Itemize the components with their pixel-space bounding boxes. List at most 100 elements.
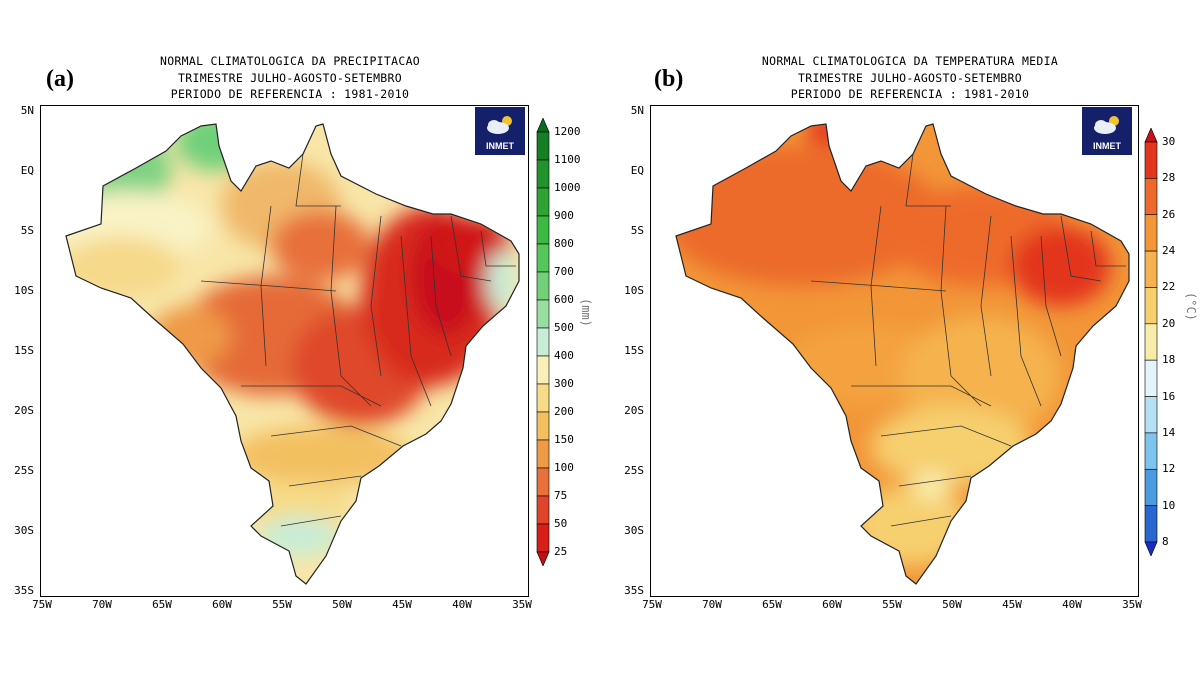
temperature-map-panel: (b) NORMAL CLIMATOLOGICA DA TEMPERATURA … [610,0,1200,675]
colorbar-label: 700 [554,265,574,278]
latitude-label: 5N [20,104,34,117]
longitude-label: 50W [942,598,962,611]
longitude-label: 75W [642,598,662,611]
colorbar-swatch [536,383,550,413]
latitude-label: 15S [14,344,34,357]
colorbar-swatch [1144,141,1158,179]
logo-text: INMET [486,141,514,151]
colorbar-label: 150 [554,433,574,446]
colorbar-unit: (mm) [579,298,593,327]
latitude-label: 5S [20,224,34,237]
latitude-label: 20S [14,404,34,417]
colorbar-label: 20 [1162,316,1176,330]
colorbar-label: 600 [554,293,574,306]
precipitation-map [65,123,520,585]
latitude-label: 15S [624,344,644,357]
colorbar-label: 14 [1162,425,1176,439]
colorbar-swatch [1144,541,1158,556]
colorbar-swatch [1144,128,1158,143]
precipitation-map-panel: (a) NORMAL CLIMATOLOGICA DA PRECIPITACAO… [14,53,593,611]
logo-text: INMET [1093,141,1121,151]
colorbar-label: 10 [1162,498,1176,512]
colorbar-label: 16 [1162,389,1176,403]
colorbar-swatch [536,187,550,217]
colorbar-swatch [1144,178,1158,216]
colorbar-swatch [536,439,550,469]
colorbar-label: 28 [1162,171,1176,185]
longitude-label: 65W [762,598,782,611]
colorbar-swatch [1144,468,1158,506]
colorbar-label: 1200 [554,125,581,138]
colorbar-label: 500 [554,321,574,334]
colorbar-swatch [536,299,550,329]
colorbar-label: 900 [554,209,574,222]
colorbar-label: 200 [554,405,574,418]
latitude-label: 35S [624,584,644,597]
latitude-label: 30S [14,524,34,537]
latitude-label: 10S [14,284,34,297]
colorbar-swatch [536,523,550,553]
title-line-1: NORMAL CLIMATOLOGICA DA TEMPERATURA MEDI… [761,54,1059,68]
colorbar-swatch [536,271,550,301]
colorbar-swatch [536,355,550,385]
cloud-sun-icon [1094,116,1119,134]
latitude-label: EQ [20,164,34,177]
colorbar-swatch [1144,505,1158,543]
latitude-label: 25S [624,464,644,477]
colorbar-swatch [536,243,550,273]
latitude-label: 30S [624,524,644,537]
colorbar-swatch [1144,214,1158,252]
colorbar-unit: (°C) [1184,292,1198,321]
colorbar-label: 12 [1162,462,1176,476]
title-line-2: TRIMESTRE JULHO-AGOSTO-SETEMBRO [798,70,1022,85]
colorbar-label: 400 [554,349,574,362]
colorbar-swatch [536,159,550,189]
latitude-label: 35S [14,584,34,597]
colorbar-label: 30 [1162,135,1176,148]
latitude-label: 20S [624,404,644,417]
latitude-label: 5S [630,224,644,237]
colorbar-label: 300 [554,377,574,390]
colorbar-swatches [536,118,550,566]
map-frame [40,105,529,597]
map-title: NORMAL CLIMATOLOGICA DA TEMPERATURA MEDI… [670,53,1150,103]
map-title: NORMAL CLIMATOLOGICA DA PRECIPITACAO TRI… [60,53,520,103]
colorbar-swatches [1144,128,1158,556]
inmet-logo: INMET [1082,107,1132,155]
colorbar-swatch [536,327,550,357]
colorbar-swatch [1144,396,1158,434]
longitude-label: 40W [452,598,472,611]
longitude-label: 35W [1122,598,1142,611]
colorbar-label: 24 [1162,244,1176,258]
colorbar-label: 800 [554,237,574,250]
longitude-label: 45W [1002,598,1022,611]
colorbar-swatch [1144,250,1158,288]
colorbar-label: 1100 [554,153,581,166]
map-frame [650,105,1139,597]
longitude-label: 65W [152,598,172,611]
latitude-label: EQ [630,164,644,177]
state-borders [810,153,1126,527]
inmet-logo: INMET [475,107,525,155]
colorbar-swatch [536,131,550,161]
colorbar-swatch [536,118,550,133]
panel-label: (b) [654,66,684,92]
latitude-label: 5N [630,104,644,117]
title-line-3: PERIODO DE REFERENCIA : 1981-2010 [790,87,1030,101]
colorbar-swatch [1144,287,1158,325]
colorbar-label: 1000 [554,181,581,194]
colorbar-swatch [1144,323,1158,361]
state-borders [200,153,516,527]
colorbar-label: 100 [554,461,574,474]
colorbar-label: 8 [1162,535,1169,548]
colorbar-swatch [536,411,550,441]
colorbar-swatch [536,495,550,525]
longitude-label: 50W [332,598,352,611]
colorbar-label: 22 [1162,280,1176,294]
longitude-label: 70W [702,598,722,611]
title-line-1: NORMAL CLIMATOLOGICA DA PRECIPITACAO [159,54,421,68]
colorbar-label: 26 [1162,207,1176,221]
title-line-3: PERIODO DE REFERENCIA : 1981-2010 [170,87,410,101]
longitude-label: 45W [392,598,412,611]
colorbar-label: 50 [554,517,568,530]
